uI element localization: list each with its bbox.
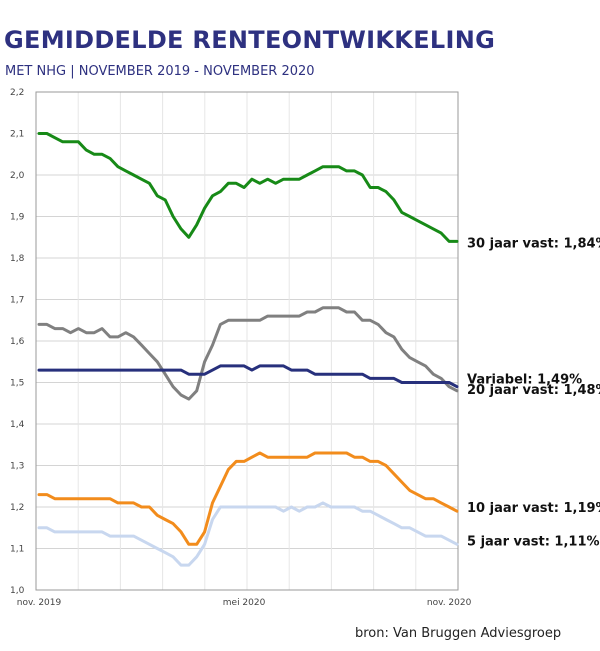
axes: 1,0 1,1 1,2 1,3 1,4 1,5 1,6 1,7 1,8 1,9 2,0 2,1 2,2 n… [10, 88, 472, 608]
y-tick-label: 1,9 [10, 213, 25, 223]
y-tick-label: 1,8 [10, 254, 25, 264]
y-tick-label: 1,3 [10, 462, 24, 472]
x-tick-label: nov. 2020 [427, 598, 472, 608]
y-tick-label: 2,1 [10, 130, 24, 140]
x-tick-label: nov. 2019 [17, 598, 62, 608]
plot-frame [35, 91, 459, 591]
series-lines [37, 132, 459, 567]
y-tick-label: 1,1 [10, 545, 24, 555]
end-value-label: Variabel: 1,49% [467, 373, 582, 388]
y-tick-label: 1,6 [10, 337, 25, 347]
grid [35, 91, 459, 591]
y-tick-label: 2,0 [10, 171, 25, 181]
y-tick-label: 1,5 [10, 379, 24, 389]
end-value-label: 20 jaar vast: 1,48% [467, 383, 600, 398]
series-line [37, 306, 459, 401]
series-line [37, 364, 459, 389]
end-value-label: 30 jaar vast: 1,84% [467, 236, 600, 251]
y-tick-label: 1,4 [10, 420, 25, 430]
y-tick-label: 1,0 [10, 586, 25, 596]
y-tick-label: 1,2 [10, 503, 24, 513]
chart-title: GEMIDDELDE RENTEONTWIKKELING [4, 26, 496, 54]
end-value-label: 10 jaar vast: 1,19% [467, 501, 600, 516]
y-tick-label: 1,7 [10, 296, 24, 306]
end-value-label: 5 jaar vast: 1,11% [467, 534, 600, 549]
series-line [37, 501, 459, 567]
source-note: bron: Van Bruggen Adviesgroep [355, 626, 562, 641]
series-line [37, 451, 459, 546]
y-tick-label: 2,2 [10, 88, 24, 98]
x-tick-label: mei 2020 [223, 598, 266, 608]
end-labels: 30 jaar vast: 1,84% Variabel: 1,49%20 jaa… [467, 236, 600, 549]
chart-subtitle: MET NHG | NOVEMBER 2019 - NOVEMBER 2020 [5, 64, 315, 79]
series-line [37, 132, 459, 243]
